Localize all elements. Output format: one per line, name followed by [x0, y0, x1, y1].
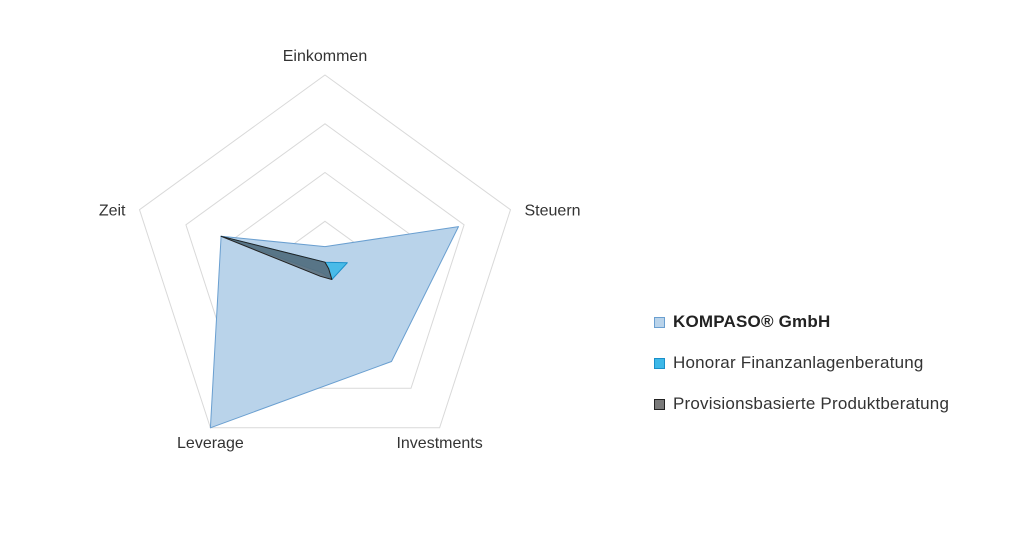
legend-item-kompaso[interactable]: KOMPASO® GmbH — [654, 312, 949, 332]
grid-ring-3 — [185, 123, 465, 389]
legend: KOMPASO® GmbH Honorar Finanzanlagenberat… — [654, 312, 949, 435]
axis-label-steuern: Steuern — [525, 203, 581, 220]
legend-label-kompaso: KOMPASO® GmbH — [673, 312, 831, 331]
legend-item-honorar[interactable]: Honorar Finanzanlagenberatung — [654, 353, 949, 373]
legend-label-provision: Provisionsbasierte Produktberatung — [673, 394, 950, 413]
axis-label-zeit: Zeit — [99, 203, 126, 220]
legend-swatch-provision — [654, 398, 665, 410]
axis-label-leverage: Leverage — [177, 435, 244, 452]
series-2-area — [220, 235, 333, 280]
axis-label-einkommen: Einkommen — [283, 48, 367, 65]
grid-ring-4 — [138, 74, 512, 429]
axis-labels: Einkommen Steuern Investments Leverage Zeit — [99, 48, 581, 452]
legend-item-provision[interactable]: Provisionsbasierte Produktberatung — [654, 394, 949, 414]
series-0-area — [209, 226, 459, 429]
radar-series — [209, 226, 459, 429]
legend-label-honorar: Honorar Finanzanlagenberatung — [673, 353, 924, 372]
legend-swatch-honorar — [654, 357, 665, 369]
axis-label-investments: Investments — [396, 435, 482, 452]
legend-swatch-kompaso — [654, 316, 665, 328]
